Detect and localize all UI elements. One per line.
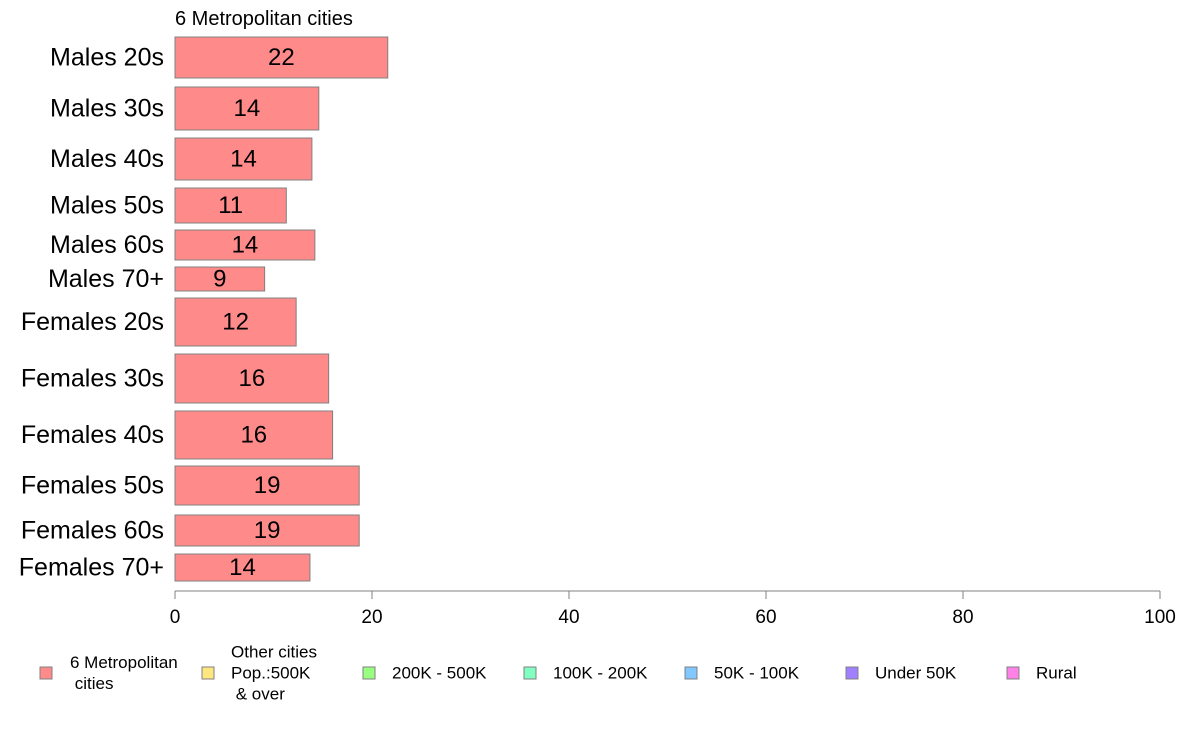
bar-value-label: 14	[229, 554, 256, 581]
category-label: Males 60s	[50, 231, 164, 259]
bar-value-label: 19	[254, 517, 281, 544]
legend-label: 100K - 200K	[553, 664, 648, 683]
bar-value-label: 12	[222, 309, 249, 336]
x-axis: 0 20 40 60 80 100	[170, 590, 1176, 628]
category-label: Males 30s	[50, 95, 164, 123]
legend-swatch	[684, 666, 698, 680]
x-tick-label: 20	[361, 607, 382, 628]
x-tick-label: 40	[558, 607, 579, 628]
legend-label: Other cities Pop.:500K & over	[231, 643, 317, 704]
legend-swatch	[39, 666, 53, 680]
category-label: Males 40s	[50, 145, 164, 173]
category-label: Females 20s	[21, 308, 164, 336]
bar-value-label: 16	[240, 422, 267, 449]
category-label: Females 60s	[21, 517, 164, 545]
bar-value-label: 16	[238, 365, 265, 392]
x-tick-label: 80	[952, 607, 973, 628]
bars-group: Males 20s 22 Males 30s 14 Males 40s 14 Males 5…	[19, 36, 389, 582]
legend-swatch	[845, 666, 859, 680]
bar-value-label: 14	[232, 232, 259, 259]
bar	[174, 36, 389, 79]
bar-value-label: 14	[230, 146, 257, 173]
category-label: Males 70+	[48, 265, 164, 293]
bar-value-label: 14	[234, 95, 261, 122]
category-label: Females 30s	[21, 365, 164, 393]
bar	[174, 187, 287, 224]
legend-swatch	[523, 666, 537, 680]
bar	[174, 465, 360, 506]
category-label: Males 50s	[50, 192, 164, 220]
legend-label: Under 50K	[875, 664, 957, 683]
legend-label: 6 Metropolitan cities	[70, 653, 178, 693]
legend-label: 50K - 100K	[714, 664, 800, 683]
bar	[174, 410, 334, 460]
bar	[174, 514, 360, 547]
x-tick-label: 0	[170, 607, 181, 628]
x-tick-label: 100	[1144, 607, 1176, 628]
bar-value-label: 9	[213, 266, 226, 293]
legend-swatch	[201, 666, 215, 680]
x-tick-label: 60	[755, 607, 776, 628]
bar-value-label: 22	[268, 44, 295, 71]
bar	[174, 86, 320, 131]
category-label: Females 40s	[21, 421, 164, 449]
bar-value-label: 19	[254, 472, 281, 499]
category-label: Males 20s	[50, 44, 164, 72]
bar-value-label: 11	[218, 192, 243, 219]
legend-label: 200K - 500K	[392, 664, 487, 683]
bar	[174, 297, 297, 347]
legend-swatch	[362, 666, 376, 680]
chart-title: 6 Metropolitan cities	[175, 8, 353, 30]
bar	[174, 266, 266, 292]
bar	[174, 137, 313, 181]
bar	[174, 553, 311, 582]
legend: 6 Metropolitan cities Other cities Pop.:50…	[39, 643, 1077, 704]
legend-label: Rural	[1036, 664, 1077, 683]
legend-swatch	[1006, 666, 1020, 680]
category-label: Females 70+	[19, 554, 164, 582]
category-label: Females 50s	[21, 472, 164, 500]
bar	[174, 353, 330, 404]
bar	[174, 229, 316, 261]
